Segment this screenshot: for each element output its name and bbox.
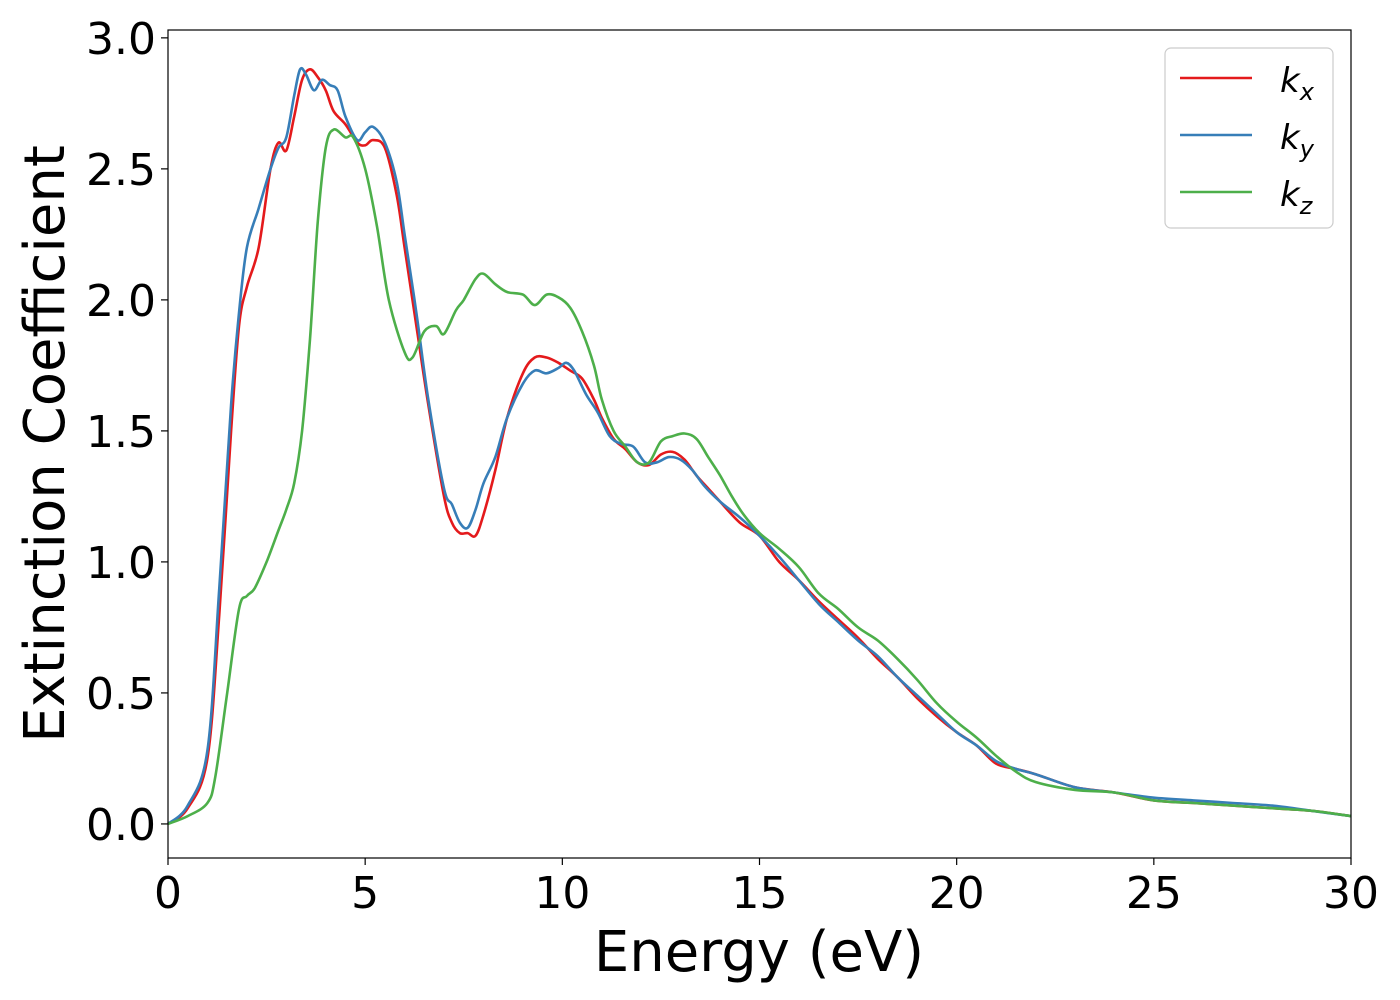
legend-label-k_z: kz [1280, 175, 1314, 220]
x-tick-label: 5 [351, 868, 379, 919]
legend-box [1164, 47, 1334, 229]
x-tick-label: 0 [154, 868, 182, 919]
x-axis: 0 5 10 15 20 25 30 [154, 858, 1379, 919]
y-tick-label: 2.5 [86, 145, 156, 196]
x-tick-label: 15 [732, 868, 788, 919]
legend-label-k_y: ky [1280, 118, 1315, 163]
legend: kx ky kz [1164, 47, 1334, 229]
series-line-k_y [167, 66, 1352, 825]
x-tick-label: 10 [534, 868, 590, 919]
legend-label-k_x: kx [1280, 61, 1315, 106]
series-line-k_z [167, 128, 1352, 826]
series-layer [167, 66, 1352, 826]
x-tick-label: 25 [1126, 868, 1182, 919]
y-tick-label: 1.0 [86, 538, 156, 589]
y-tick-label: 0.0 [86, 800, 156, 851]
y-tick-label: 2.0 [86, 276, 156, 327]
y-tick-label: 0.5 [86, 669, 156, 720]
y-axis-title: Extinction Coefficient [13, 145, 78, 743]
y-tick-label: 1.5 [86, 407, 156, 458]
series-line-k_x [167, 68, 1352, 825]
y-tick-label: 3.0 [86, 14, 156, 65]
y-axis: 0.0 0.5 1.0 1.5 2.0 2.5 3.0 [86, 14, 168, 851]
x-axis-title: Energy (eV) [594, 920, 924, 985]
x-tick-label: 30 [1323, 868, 1379, 919]
x-tick-label: 20 [929, 868, 985, 919]
